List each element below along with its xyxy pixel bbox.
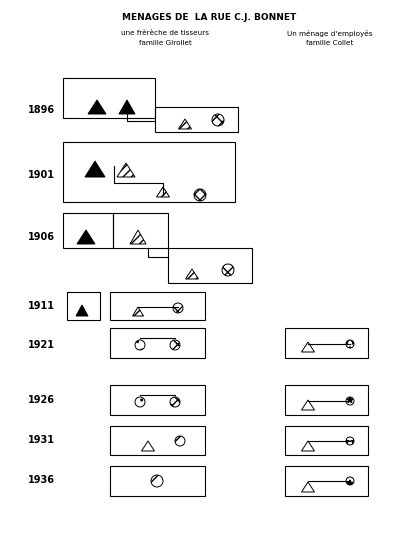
Bar xyxy=(63,78,155,118)
Bar xyxy=(285,328,368,358)
Bar xyxy=(110,328,205,358)
Text: 1911: 1911 xyxy=(28,301,55,311)
Polygon shape xyxy=(85,161,105,177)
Circle shape xyxy=(346,397,354,405)
Circle shape xyxy=(346,477,354,485)
Text: 1921: 1921 xyxy=(28,340,55,350)
Text: 1936: 1936 xyxy=(28,475,55,485)
Polygon shape xyxy=(88,100,106,114)
Text: une frèrèche de tisseurs: une frèrèche de tisseurs xyxy=(121,30,209,36)
Polygon shape xyxy=(77,230,95,244)
Text: 1926: 1926 xyxy=(28,395,55,405)
Polygon shape xyxy=(119,100,135,114)
Polygon shape xyxy=(76,305,88,316)
Text: 1931: 1931 xyxy=(28,435,55,445)
Bar xyxy=(155,107,238,132)
Polygon shape xyxy=(301,342,314,352)
Circle shape xyxy=(222,264,234,276)
Circle shape xyxy=(346,340,354,348)
Circle shape xyxy=(212,114,224,126)
Bar xyxy=(285,426,368,455)
Circle shape xyxy=(170,340,180,350)
Circle shape xyxy=(135,397,145,407)
Polygon shape xyxy=(186,269,199,279)
Text: 1906: 1906 xyxy=(28,232,55,242)
Text: MENAGES DE  LA RUE C.J. BONNET: MENAGES DE LA RUE C.J. BONNET xyxy=(122,13,296,22)
Circle shape xyxy=(151,475,163,487)
Text: Un ménage d'employés: Un ménage d'employés xyxy=(287,30,373,37)
Polygon shape xyxy=(301,400,314,410)
Bar xyxy=(67,292,100,320)
Circle shape xyxy=(173,303,183,313)
Bar xyxy=(110,385,205,415)
Circle shape xyxy=(135,340,145,350)
Bar xyxy=(110,466,205,496)
Polygon shape xyxy=(178,119,191,129)
Bar xyxy=(110,426,205,455)
Polygon shape xyxy=(117,163,135,177)
Polygon shape xyxy=(142,441,155,451)
Polygon shape xyxy=(156,187,170,197)
Polygon shape xyxy=(133,307,143,316)
Bar xyxy=(63,213,113,248)
Bar xyxy=(63,142,235,202)
Text: 1901: 1901 xyxy=(28,170,55,180)
Bar xyxy=(110,292,205,320)
Text: famille Collet: famille Collet xyxy=(306,40,354,46)
Bar xyxy=(168,248,252,283)
Text: 1896: 1896 xyxy=(28,105,55,115)
Circle shape xyxy=(346,437,354,445)
Bar xyxy=(113,213,168,248)
Text: famille Girollet: famille Girollet xyxy=(138,40,191,46)
Bar xyxy=(285,385,368,415)
Polygon shape xyxy=(301,482,314,492)
Polygon shape xyxy=(130,230,146,244)
Circle shape xyxy=(175,436,185,446)
Bar xyxy=(285,466,368,496)
Circle shape xyxy=(170,397,180,407)
Polygon shape xyxy=(301,441,314,451)
Circle shape xyxy=(194,189,206,201)
